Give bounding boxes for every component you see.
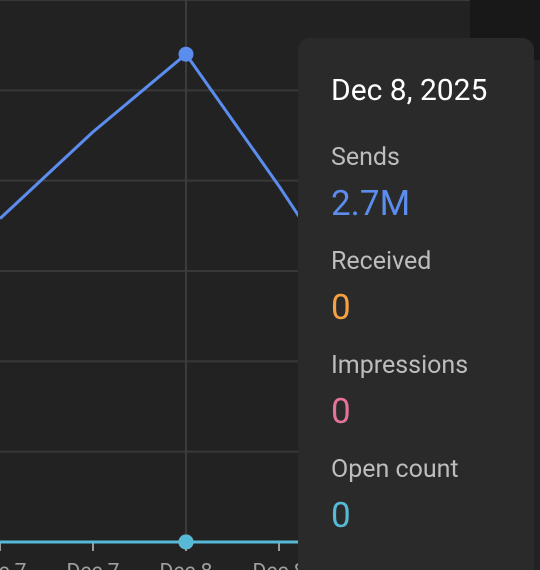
x-tick-label: Dec 7 bbox=[0, 560, 26, 570]
tooltip-value: 0 bbox=[331, 495, 351, 536]
tooltip-box bbox=[298, 38, 534, 570]
x-tick-label: Dec 8 bbox=[160, 560, 213, 570]
tooltip-value: 0 bbox=[331, 391, 351, 432]
x-tick-label: Dec 7 bbox=[67, 560, 120, 570]
hover-point bbox=[178, 534, 194, 550]
tooltip-label: Received bbox=[331, 247, 431, 276]
x-tick-label: Dec 8 bbox=[253, 560, 306, 570]
tooltip-title: Dec 8, 2025 bbox=[331, 73, 487, 108]
tooltip-label: Impressions bbox=[331, 351, 468, 380]
tooltip-label: Open count bbox=[331, 455, 459, 484]
tooltip-value: 0 bbox=[331, 287, 351, 328]
tooltip-label: Sends bbox=[331, 143, 400, 172]
tooltip-value: 2.7M bbox=[331, 183, 410, 224]
tooltip: Dec 8, 2025 Sends 2.7M Received 0 Impressions… bbox=[298, 38, 534, 570]
hover-point bbox=[178, 46, 194, 62]
